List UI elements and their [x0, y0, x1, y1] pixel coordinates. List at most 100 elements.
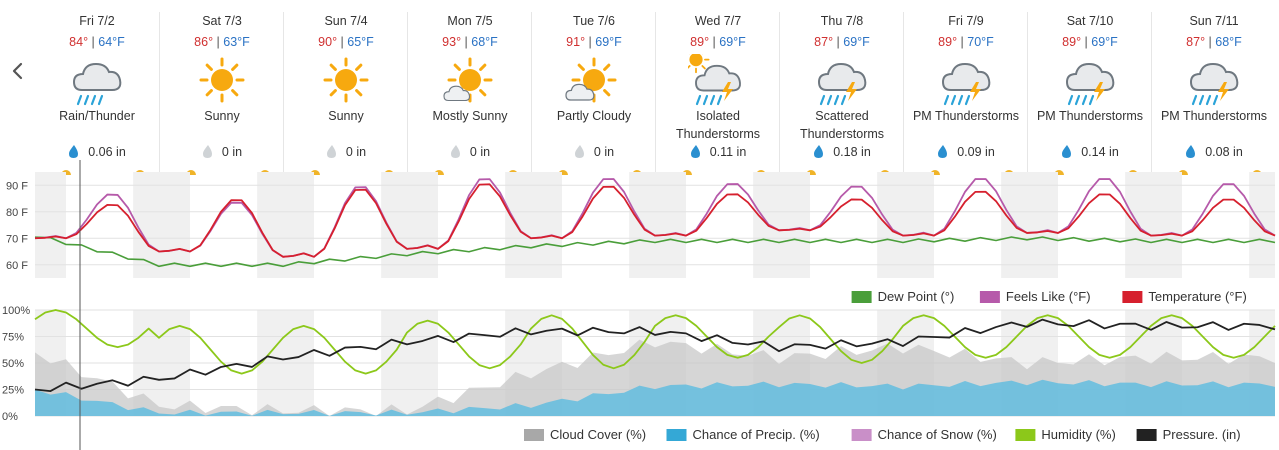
legend-label: Chance of Precip. (%) [693, 427, 820, 442]
day-column: Sat 7/3 86° | 63°F Sunny 0 in [159, 12, 284, 175]
isolated-thunderstorms-icon [688, 54, 741, 106]
legend-label: Pressure. (in) [1163, 427, 1241, 442]
y-tick-label: 60 F [6, 260, 28, 272]
day-temps: 89° | 70°F [938, 35, 994, 49]
legend-label: Chance of Snow (%) [878, 427, 997, 442]
mostly-sunny-icon [443, 57, 493, 103]
raindrop-icon [690, 145, 710, 159]
high-temp: 86° [194, 35, 214, 49]
legend-swatch [1136, 429, 1157, 441]
condition-text: PM Thunderstorms [1028, 107, 1152, 125]
night-band [531, 172, 562, 278]
condition-line: Sunny [328, 109, 364, 123]
condition-text: Sunny [160, 107, 284, 125]
day-date: Sun 7/11 [1189, 14, 1239, 28]
precip-amount: 0.06 in [35, 145, 159, 159]
precip-amount: 0.11 in [656, 145, 780, 159]
thunderstorm-icon [941, 62, 991, 106]
y-tick-label: 80 F [6, 207, 28, 219]
prev-arrow-icon[interactable] [6, 56, 30, 86]
night-band [283, 172, 314, 278]
condition-line: Thunderstorms [675, 127, 761, 141]
condition-line: Thunderstorms [799, 127, 885, 141]
legend-item[interactable]: Feels Like (°F) [979, 289, 1091, 304]
day-date: Sat 7/10 [1066, 14, 1114, 28]
legend-swatch [851, 429, 872, 441]
legend-label: Humidity (%) [1041, 427, 1115, 442]
thunderstorm-icon [1189, 62, 1239, 106]
day-date: Mon 7/5 [447, 14, 493, 28]
day-date: Sun 7/4 [324, 14, 368, 28]
legend-item[interactable]: Cloud Cover (%) [524, 427, 646, 442]
day-column: Sat 7/10 89° | 69°F PM Thunderstorms 0.14 i… [1027, 12, 1152, 175]
night-band [1027, 172, 1058, 278]
precip-value: 0 in [469, 145, 491, 159]
legend-swatch [979, 291, 1000, 303]
day-column: Fri 7/2 84° | 64°F Rain/Thunder 0.06 in [35, 12, 159, 175]
condition-text: PM Thunderstorms [904, 107, 1028, 125]
legend-label: Feels Like (°F) [1006, 289, 1091, 304]
raindrop-icon [813, 145, 833, 159]
day-temps: 87° | 68°F [1186, 35, 1242, 49]
condition-line: Scattered [815, 109, 869, 123]
day-date: Sat 7/3 [202, 14, 242, 28]
raindrop-icon [68, 145, 88, 159]
day-temps: 89° | 69°F [690, 35, 746, 49]
condition-line: PM Thunderstorms [1036, 109, 1144, 123]
raindrop-icon [1061, 145, 1081, 159]
night-band [159, 172, 190, 278]
legend-swatch [851, 291, 872, 303]
legend-item[interactable]: Chance of Precip. (%) [666, 427, 820, 442]
dew-point-line [34, 236, 1276, 268]
condition-text: Partly Cloudy [532, 107, 656, 125]
legend-swatch [666, 429, 687, 441]
night-band [1151, 172, 1182, 278]
night-band [257, 172, 283, 278]
day-column: Wed 7/7 89° | 69°F Isolated Thunderstorms 0.… [655, 12, 780, 175]
y-tick-label: 100% [2, 305, 30, 317]
low-temp: 68°F [1215, 35, 1242, 49]
precip-value: 0.14 in [1081, 145, 1119, 159]
legend-item[interactable]: Dew Point (°) [851, 289, 955, 304]
precip-amount: 0 in [408, 145, 532, 159]
night-band [381, 172, 407, 278]
precip-value: 0.06 in [88, 145, 126, 159]
y-tick-label: 25% [2, 385, 24, 397]
day-column: Sun 7/11 87° | 68°F PM Thunderstorms 0.08 i… [1151, 12, 1276, 175]
condition-text: Isolated Thunderstorms [656, 107, 780, 143]
condition-line: PM Thunderstorms [912, 109, 1020, 123]
legend-swatch [1122, 291, 1143, 303]
day-column: Sun 7/4 90° | 65°F Sunny 0 in [283, 12, 408, 175]
high-temp: 89° [690, 35, 710, 49]
dry-drop-icon [202, 145, 222, 159]
day-temps: 87° | 69°F [814, 35, 870, 49]
day-temps: 90° | 65°F [318, 35, 374, 49]
low-temp: 69°F [843, 35, 870, 49]
precip-amount: 0.09 in [904, 145, 1028, 159]
legend-item[interactable]: Pressure. (in) [1136, 427, 1241, 442]
precip-amount: 0.18 in [780, 145, 904, 159]
day-temps: 86° | 63°F [194, 35, 250, 49]
precip-amount: 0.08 in [1152, 145, 1276, 159]
low-temp: 63°F [223, 35, 250, 49]
precip-amount: 0.14 in [1028, 145, 1152, 159]
precip-amount: 0 in [284, 145, 408, 159]
high-temp: 90° [318, 35, 338, 49]
legend-swatch [524, 429, 544, 441]
high-temp: 89° [1062, 35, 1082, 49]
legend-label: Temperature (°F) [1148, 289, 1246, 304]
thunderstorm-icon [1065, 62, 1115, 106]
legend-item[interactable]: Temperature (°F) [1122, 289, 1247, 304]
legend-label: Dew Point (°) [878, 289, 955, 304]
precip-value: 0 in [221, 145, 243, 159]
night-band [753, 172, 779, 278]
precip-amount: 0 in [532, 145, 656, 159]
y-tick-label: 70 F [6, 233, 28, 245]
y-tick-label: 0% [2, 411, 18, 423]
rain-thunder-icon [72, 62, 122, 106]
raindrop-icon [1185, 145, 1205, 159]
thunderstorm-icon [817, 62, 867, 106]
legend-item[interactable]: Humidity (%) [1015, 427, 1116, 442]
precip-value: 0.08 in [1205, 145, 1243, 159]
legend-item[interactable]: Chance of Snow (%) [851, 427, 997, 442]
